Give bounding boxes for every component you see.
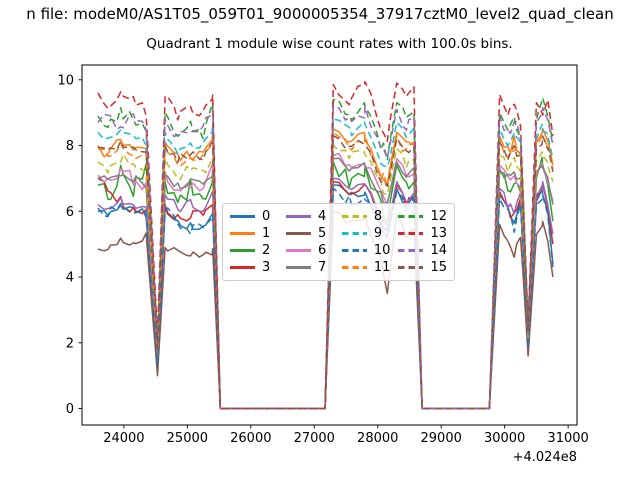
series-13-line: [97, 81, 554, 410]
legend-line-sample: [230, 215, 255, 218]
legend-line-sample: [230, 232, 255, 235]
legend-line-sample: [398, 215, 424, 218]
axes-frame: [81, 64, 578, 426]
x-tick-label: 31000: [547, 431, 588, 446]
legend-entry-15: 15: [398, 259, 447, 276]
legend-entry-11: 11: [341, 259, 391, 276]
legend-line-sample: [341, 232, 367, 235]
legend-entry-12: 12: [398, 208, 447, 225]
legend-label: 7: [317, 260, 327, 275]
legend-entry-10: 10: [341, 242, 391, 259]
x-tick-label: 29000: [421, 431, 462, 446]
legend-entry-4: 4: [285, 208, 334, 225]
legend-line-sample: [341, 215, 367, 218]
y-tick-label: 4: [66, 271, 74, 286]
legend-label: 0: [262, 209, 271, 224]
legend-label: 5: [317, 226, 327, 241]
series-11-line: [97, 131, 554, 410]
x-tick-label: 26000: [230, 431, 271, 446]
legend-label: 12: [430, 209, 447, 224]
legend-label: 8: [373, 209, 383, 224]
legend-entry-7: 7: [285, 259, 334, 276]
legend-label: 6: [317, 243, 327, 258]
legend-entry-1: 1: [230, 225, 278, 242]
series-10-line: [97, 187, 554, 410]
legend-line-sample: [341, 266, 367, 269]
legend-line-sample: [230, 249, 255, 252]
series-12-line: [97, 97, 554, 410]
legend-entry-5: 5: [285, 225, 334, 242]
y-tick-label: 6: [66, 205, 74, 220]
legend-label: 2: [262, 243, 271, 258]
legend: 0 1 2 3 4 5 6 7 8 9 10 11 12 13 14 15: [222, 203, 455, 281]
legend-label: 4: [317, 209, 327, 224]
legend-label: 15: [430, 260, 447, 275]
legend-line-sample: [341, 249, 367, 252]
legend-entry-14: 14: [398, 242, 447, 259]
legend-label: 13: [430, 226, 447, 241]
legend-label: 3: [262, 260, 271, 275]
x-axis-offset-text: +4.024e8: [512, 450, 577, 465]
legend-entry-9: 9: [341, 225, 391, 242]
legend-label: 1: [262, 226, 271, 241]
legend-entry-3: 3: [230, 259, 278, 276]
y-tick-label: 8: [66, 139, 74, 154]
x-tick-label: 25000: [167, 431, 208, 446]
x-tick-label: 28000: [357, 431, 398, 446]
x-tick-label: 30000: [484, 431, 525, 446]
series-9-line: [97, 118, 554, 410]
y-tick-label: 2: [66, 336, 74, 351]
legend-line-sample: [230, 266, 255, 269]
axes-title: Quadrant 1 module wise count rates with …: [146, 36, 513, 52]
legend-line-sample: [285, 232, 311, 235]
legend-line-sample: [285, 249, 311, 252]
legend-entry-8: 8: [341, 208, 391, 225]
x-tick-label: 24000: [103, 431, 144, 446]
x-tick-label: 27000: [294, 431, 335, 446]
figure-suptitle: n file: modeM0/AS1T05_059T01_9000005354_…: [26, 5, 614, 23]
legend-label: 11: [373, 260, 391, 275]
legend-label: 9: [373, 226, 383, 241]
legend-label: 14: [430, 243, 447, 258]
legend-label: 10: [373, 243, 391, 258]
legend-line-sample: [398, 266, 424, 269]
legend-line-sample: [285, 215, 311, 218]
y-tick-label: 10: [57, 73, 74, 88]
series-14-line: [97, 105, 554, 410]
legend-entry-2: 2: [230, 242, 278, 259]
legend-line-sample: [398, 249, 424, 252]
legend-line-sample: [285, 266, 311, 269]
legend-entry-6: 6: [285, 242, 334, 259]
legend-entry-13: 13: [398, 225, 447, 242]
legend-line-sample: [398, 232, 424, 235]
legend-entry-0: 0: [230, 208, 278, 225]
y-tick-label: 0: [66, 402, 74, 417]
